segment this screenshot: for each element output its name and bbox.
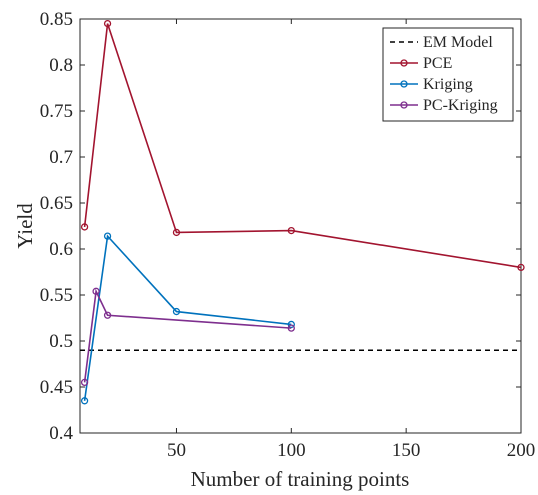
legend-label-em-model: EM Model xyxy=(423,34,493,51)
data-point-pce xyxy=(103,19,112,28)
series-line-pc-kriging xyxy=(83,288,292,383)
data-point-kriging xyxy=(103,232,112,240)
y-tick-label: 0.5 xyxy=(49,331,73,352)
legend-label-pc-kriging: PC-Kriging xyxy=(423,97,498,114)
data-point-pc-kriging xyxy=(103,311,112,319)
y-tick-label: 0.7 xyxy=(49,147,73,168)
data-point-pc-kriging xyxy=(80,378,89,387)
data-point-pc-kriging xyxy=(287,324,295,332)
x-tick-label: 50 xyxy=(167,440,186,461)
data-point-pc-kriging xyxy=(92,287,100,295)
data-point-kriging xyxy=(80,397,89,405)
data-point-pce xyxy=(172,228,181,237)
y-tick-label: 0.4 xyxy=(49,423,73,444)
x-axis-label: Number of training points xyxy=(191,467,410,491)
y-tick-label: 0.65 xyxy=(40,193,73,214)
legend-label-kriging: Kriging xyxy=(423,76,473,93)
x-tick-label: 150 xyxy=(392,440,421,461)
x-tick-label: 200 xyxy=(507,440,536,461)
y-tick-label: 0.75 xyxy=(40,101,73,122)
x-axis: 50 100 150 200 xyxy=(167,19,535,461)
legend-marker-kriging xyxy=(400,80,408,88)
y-tick-label: 0.55 xyxy=(40,285,73,306)
y-axis-label: Yield xyxy=(13,203,37,249)
series-line-pce xyxy=(83,23,522,269)
x-tick-label: 100 xyxy=(277,440,306,461)
y-tick-label: 0.8 xyxy=(49,55,73,76)
data-point-kriging xyxy=(172,307,181,316)
y-tick-label: 0.45 xyxy=(40,377,73,398)
data-point-pce xyxy=(80,223,89,231)
legend: EM Model PCE Kriging PC-Kriging xyxy=(382,27,514,122)
legend-marker-pc-kriging xyxy=(400,101,408,109)
legend-marker-pce xyxy=(400,59,408,67)
y-axis: 0.4 0.45 0.5 0.55 0.6 0.65 0.7 0.75 0.8 0.85 xyxy=(40,9,521,444)
series-line-kriging xyxy=(83,234,292,401)
legend-label-pce: PCE xyxy=(423,55,452,72)
y-tick-label: 0.85 xyxy=(40,9,73,30)
data-point-pce xyxy=(287,226,295,235)
data-point-pce xyxy=(517,263,525,272)
y-tick-label: 0.6 xyxy=(49,239,73,260)
series-layer xyxy=(80,19,525,405)
